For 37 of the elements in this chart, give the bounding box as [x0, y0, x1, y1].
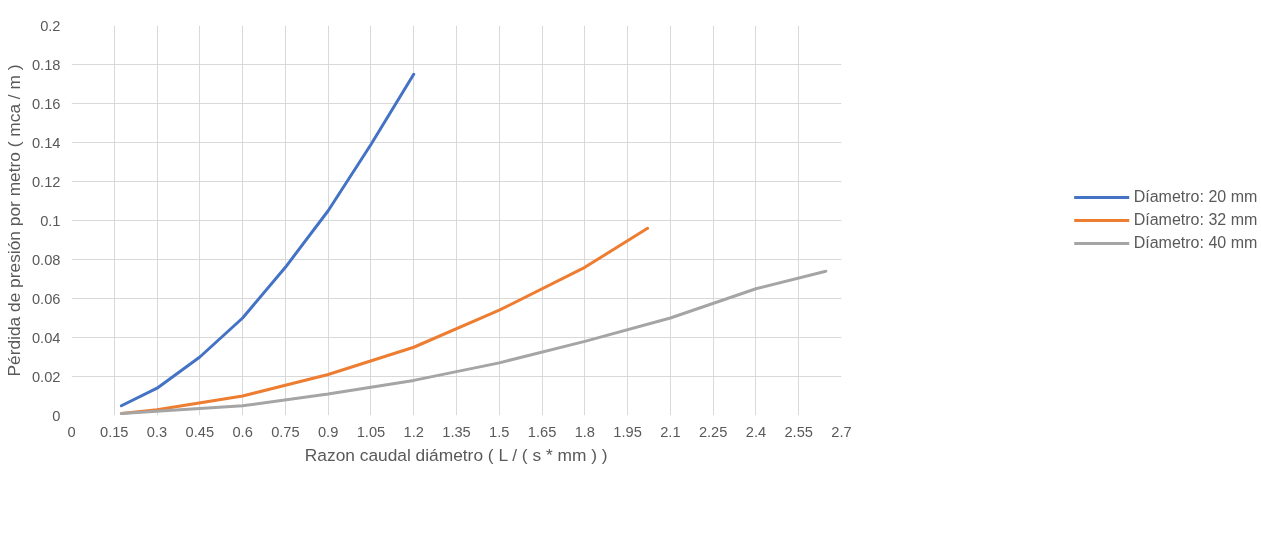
x-tick-label: 1.05 — [356, 423, 386, 440]
y-tick-label: 0.2 — [40, 17, 61, 34]
x-tick-label: 0.3 — [146, 423, 168, 440]
y-tick-label: 0.12 — [31, 173, 61, 190]
x-tick-label: 1.65 — [527, 423, 557, 440]
y-tick-label: 0 — [52, 407, 61, 424]
x-tick-label: 0.75 — [271, 423, 300, 440]
y-axis-title: Pérdida de presión por metro ( mca / m ) — [3, 64, 24, 377]
y-tick-label: 0.08 — [31, 251, 61, 268]
x-tick-label: 2.55 — [784, 423, 813, 440]
x-tick-label: 1.8 — [574, 423, 596, 440]
line-series — [119, 269, 828, 416]
y-tick-label: 0.02 — [31, 368, 61, 385]
legend-label: Díametro: 40 mm — [1133, 234, 1258, 252]
y-tick-label: 0.16 — [31, 95, 61, 112]
x-tick-label: 1.35 — [442, 423, 471, 440]
y-tick-label: 0.1 — [40, 212, 61, 229]
x-tick-label: 2.1 — [660, 423, 681, 440]
x-axis-title: Razon caudal diámetro ( L / ( s * mm ) ) — [304, 444, 608, 465]
x-tick-label: 0.9 — [317, 423, 339, 440]
x-tick-label: 1.95 — [613, 423, 642, 440]
x-tick-label: 2.4 — [745, 423, 767, 440]
x-tick-label: 0 — [67, 423, 76, 440]
x-tick-label: 2.25 — [698, 423, 728, 440]
y-tick-label: 0.18 — [31, 56, 61, 73]
line-series — [119, 72, 416, 408]
x-tick-label: 1.5 — [489, 423, 510, 440]
x-tick-label: 0.15 — [100, 423, 129, 440]
x-tick-label: 1.2 — [403, 423, 424, 440]
y-tick-label: 0.14 — [31, 134, 61, 151]
legend-label: Díametro: 32 mm — [1133, 211, 1258, 229]
y-tick-label: 0.06 — [31, 290, 61, 307]
x-tick-label: 0.6 — [232, 423, 253, 440]
y-tick-label: 0.04 — [31, 329, 61, 346]
x-tick-label: 0.45 — [185, 423, 215, 440]
x-tick-label: 2.7 — [831, 423, 852, 440]
legend-label: Díametro: 20 mm — [1133, 188, 1258, 206]
